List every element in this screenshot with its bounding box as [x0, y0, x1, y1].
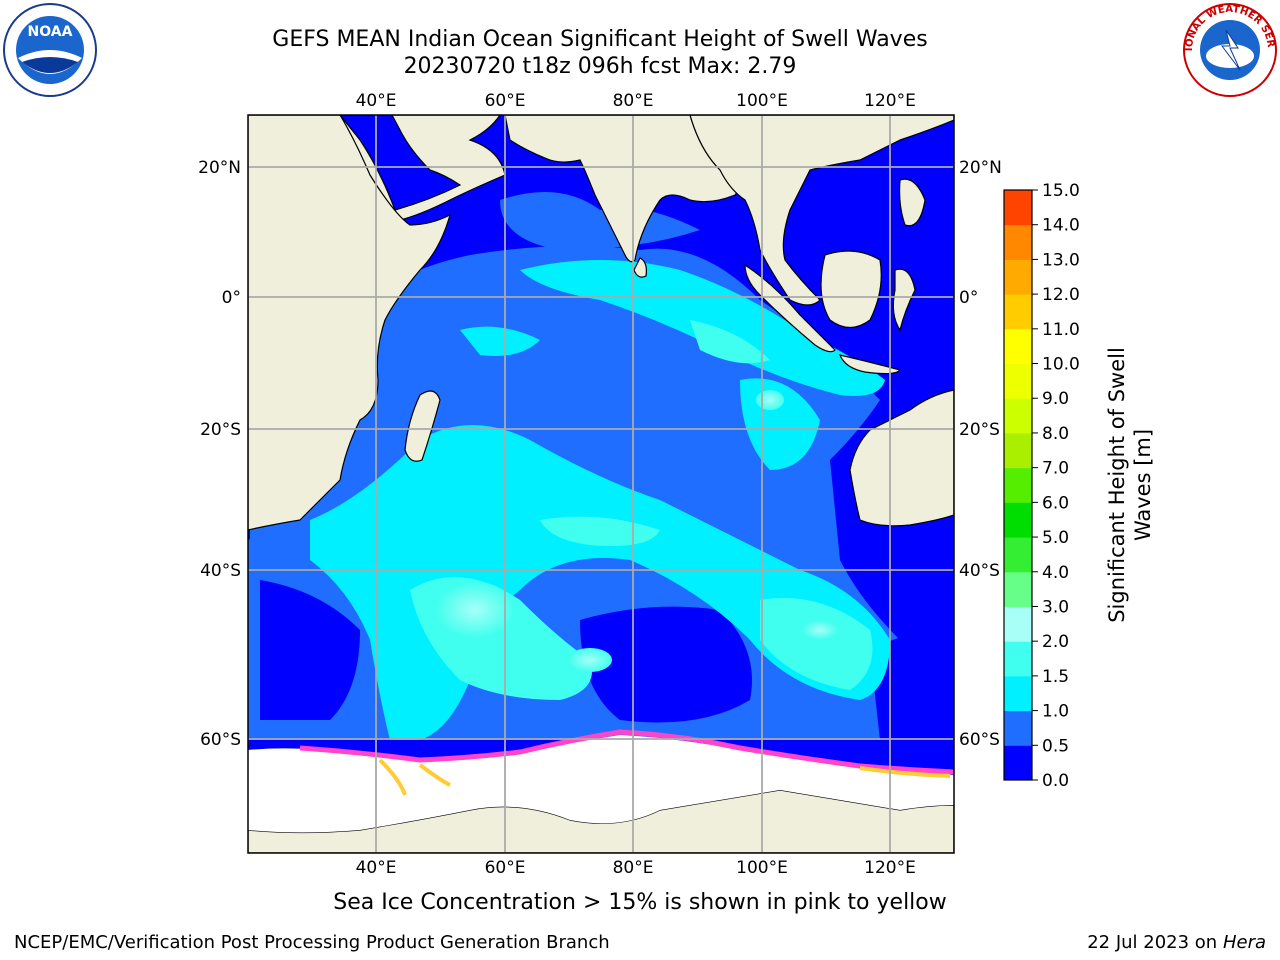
swell-low-pockets — [260, 580, 954, 740]
colorbar-tick-label: 3.0 — [1042, 597, 1069, 617]
land-africa — [248, 115, 451, 531]
colorbar-segment — [1004, 294, 1032, 330]
map-panel — [248, 115, 954, 853]
colorbar-segment — [1004, 398, 1032, 434]
lat-tick-right: 60°S — [959, 730, 1000, 750]
colorbar-label: Significant Height of Swell Waves [m] — [1105, 347, 1155, 623]
colorbar-tick-label: 10.0 — [1042, 355, 1080, 375]
colorbar-segment — [1004, 224, 1032, 260]
colorbar-tick-label: 13.0 — [1042, 250, 1080, 270]
footer-date: 22 Jul 2023 on Hera — [1087, 932, 1266, 953]
sea-ice-caption: Sea Ice Concentration > 15% is shown in … — [333, 890, 947, 915]
lat-tick-left: 20°S — [200, 420, 241, 440]
colorbar-tick-label: 11.0 — [1042, 320, 1080, 340]
colorbar-tick-label: 9.0 — [1042, 389, 1069, 409]
lon-tick-top: 100°E — [736, 91, 788, 111]
lat-tick-right: 20°S — [959, 420, 1000, 440]
colorbar-segment — [1004, 606, 1032, 642]
colorbar-segment — [1004, 259, 1032, 295]
colorbar-segment — [1004, 467, 1032, 503]
colorbar-tick-label: 0.0 — [1042, 771, 1069, 791]
lon-ticks-top: 40°E 60°E 80°E 100°E 120°E — [356, 91, 916, 111]
lon-tick-bottom: 60°E — [485, 858, 526, 878]
chart-title: GEFS MEAN Indian Ocean Significant Heigh… — [272, 27, 928, 52]
lat-tick-left: 0° — [222, 288, 241, 308]
lon-ticks-bottom: 40°E 60°E 80°E 100°E 120°E — [356, 858, 916, 878]
colorbar-tick-label: 1.0 — [1042, 702, 1069, 722]
land-madagascar — [404, 390, 441, 462]
lat-tick-left: 40°S — [200, 561, 241, 581]
lon-tick-bottom: 80°E — [613, 858, 654, 878]
sea-ice-edge-yellow — [378, 758, 951, 796]
lat-ticks-left: 20°N 0° 20°S 40°S 60°S — [198, 158, 241, 750]
lon-tick-top: 60°E — [485, 91, 526, 111]
lat-tick-right: 40°S — [959, 561, 1000, 581]
colorbar-tick-label: 8.0 — [1042, 424, 1069, 444]
gridlines — [248, 115, 954, 853]
colorbar-tick-label: 4.0 — [1042, 563, 1069, 583]
colorbar-tick-label: 0.5 — [1042, 736, 1069, 756]
nws-logo-text: NATIONAL WEATHER SERVICE — [0, 0, 1276, 51]
swell-band-20 — [435, 390, 838, 672]
colorbar-frame — [1003, 189, 1033, 781]
colorbar-tick-label: 12.0 — [1042, 285, 1080, 305]
land-philippines — [898, 178, 926, 227]
colorbar-segment — [1004, 363, 1032, 399]
footer-credit: NCEP/EMC/Verification Post Processing Pr… — [14, 932, 610, 953]
land-southeast-asia — [689, 115, 954, 306]
colorbar-segment — [1004, 537, 1032, 573]
colorbar-label-line1: Significant Height of Swell — [1105, 347, 1129, 623]
colorbar-segment — [1004, 745, 1032, 781]
lon-tick-top: 120°E — [864, 91, 916, 111]
lat-tick-left: 60°S — [200, 730, 241, 750]
lon-tick-top: 80°E — [613, 91, 654, 111]
colorbar: 0.0 0.5 1.0 1.5 2.0 3.0 4.0 5.0 6.0 7.0 8.0 9.0 10.0… — [1003, 181, 1080, 791]
sea-ice-edge — [299, 729, 954, 775]
land-australia — [849, 389, 954, 527]
colorbar-segment — [1004, 190, 1032, 226]
land-sri-lanka — [633, 257, 647, 278]
colorbar-segment — [1004, 675, 1032, 712]
colorbar-tick-label: 2.0 — [1042, 632, 1069, 652]
land-borneo — [820, 250, 882, 329]
colorbar-segment — [1004, 571, 1032, 607]
colorbar-tick-label: 15.0 — [1042, 181, 1080, 201]
colorbar-tick-label: 1.5 — [1042, 667, 1069, 687]
colorbar-tick-label: 7.0 — [1042, 459, 1069, 479]
colorbar-segment — [1004, 710, 1032, 746]
map-frame — [247, 114, 955, 854]
colorbar-segment — [1004, 328, 1032, 365]
lat-tick-right: 20°N — [959, 158, 1002, 178]
lat-ticks-right: 20°N 0° 20°S 40°S 60°S — [959, 158, 1002, 750]
colorbar-tick-label: 5.0 — [1042, 528, 1069, 548]
colorbar-segment — [1004, 641, 1032, 677]
colorbar-segment — [1004, 502, 1032, 538]
land-sulawesi — [892, 268, 916, 332]
colorbar-tick-label: 14.0 — [1042, 216, 1080, 236]
footer-host: Hera — [1222, 932, 1266, 953]
footer-date-text: 22 Jul 2023 on — [1087, 932, 1223, 953]
colorbar-segment — [1004, 432, 1032, 469]
lat-tick-left: 20°N — [198, 158, 241, 178]
lat-tick-right: 0° — [959, 288, 978, 308]
colorbar-label-line2: Waves [m] — [1131, 429, 1155, 541]
noaa-logo-text: NOAA — [28, 24, 73, 40]
chart-subtitle: 20230720 t18z 096h fcst Max: 2.79 — [403, 54, 797, 79]
noaa-logo: NOAA — [3, 3, 97, 97]
land-sumatra — [744, 263, 836, 353]
land-java — [839, 354, 902, 375]
lon-tick-bottom: 120°E — [864, 858, 916, 878]
lon-tick-bottom: 40°E — [356, 858, 397, 878]
landmasses — [248, 115, 954, 853]
lon-tick-bottom: 100°E — [736, 858, 788, 878]
nws-logo: NATIONAL WEATHER SERVICE — [0, 0, 1277, 97]
colorbar-tick-label: 6.0 — [1042, 493, 1069, 513]
lon-tick-top: 40°E — [356, 91, 397, 111]
sea-ice-zone — [248, 729, 954, 833]
